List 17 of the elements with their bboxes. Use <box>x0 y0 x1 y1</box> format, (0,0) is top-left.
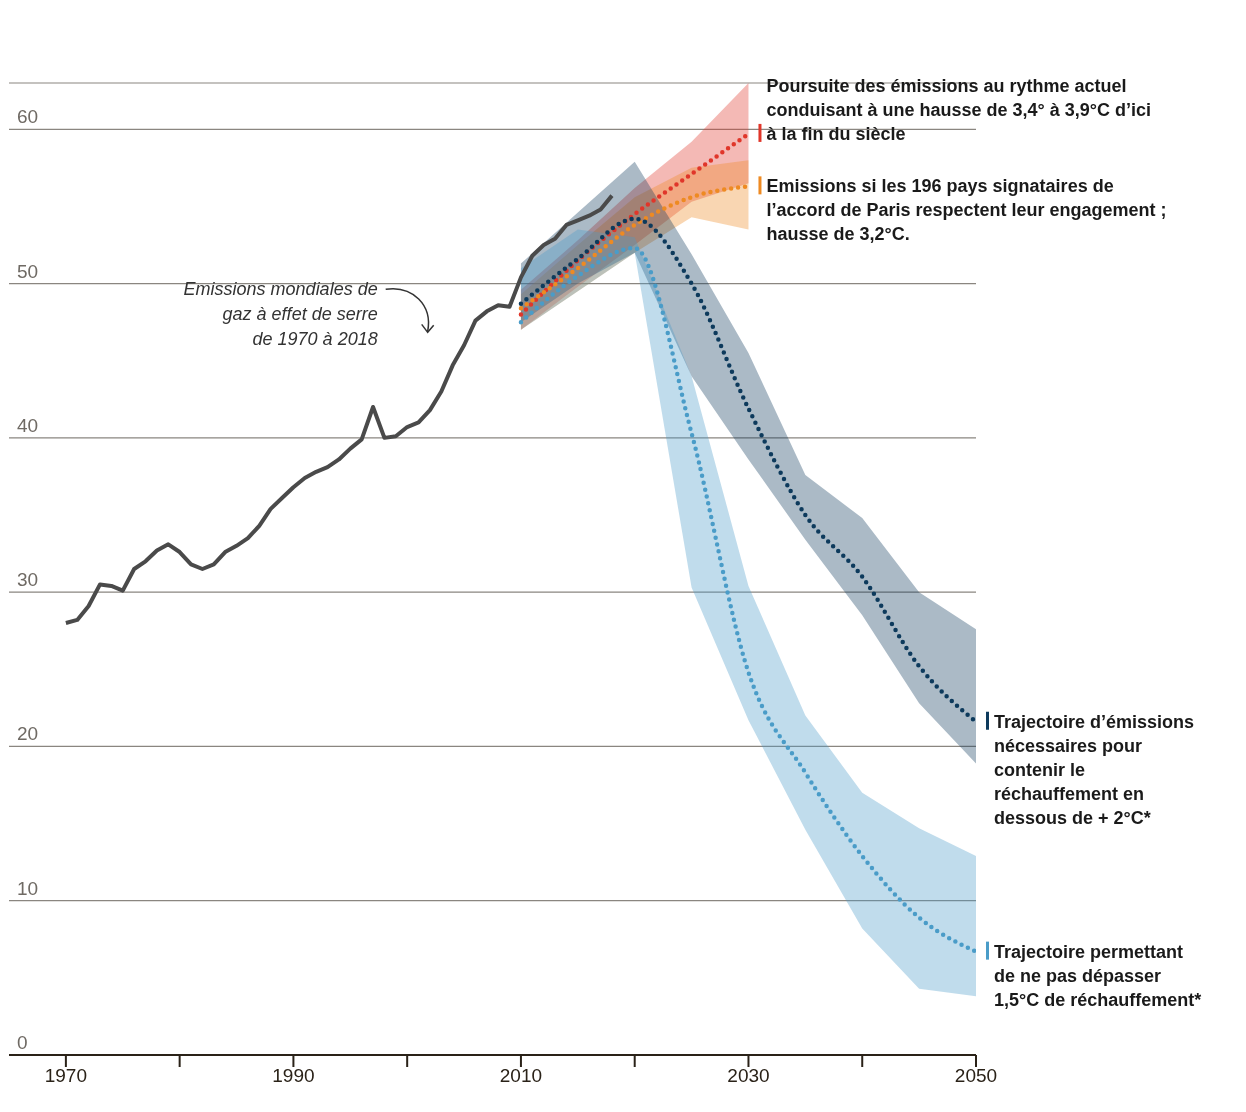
x-tick-label: 2030 <box>727 1065 770 1087</box>
x-tick-label: 2050 <box>954 1065 998 1087</box>
x-tick-label: 1970 <box>44 1065 88 1087</box>
legend-label: Emissions si les 196 pays signataires de l’accord de Paris respectent leur engagement ; hausse de 3,2°C. <box>766 176 1167 245</box>
y-tick-label: 40 <box>17 414 39 436</box>
y-tick-label: 50 <box>17 260 39 282</box>
y-tick-label: 30 <box>17 569 39 591</box>
y-tick-label: 10 <box>17 877 39 899</box>
x-tick-label: 2010 <box>499 1065 543 1087</box>
y-tick-label: 60 <box>17 106 39 128</box>
legend-label: Trajectoire permettant de ne pas dépasser 1,5°C de réchauffement* <box>994 941 1202 1010</box>
legend-label: Trajectoire d’émissions nécessaires pour contenir le réchauffement en dessous de + 2°C* <box>994 711 1195 828</box>
y-tick-label: 20 <box>17 723 39 745</box>
x-tick-label: 1990 <box>272 1065 315 1087</box>
y-tick-label: 0 <box>17 1032 28 1053</box>
text: Emissions mondiales de gaz à effet de serre de 1970 à 2018 <box>183 279 378 350</box>
series-label: Poursuite des émissions au rythme actuel conduisant à une hausse de 3,4° à 3,9°C d’ici à la fin du siècle <box>766 75 1151 144</box>
